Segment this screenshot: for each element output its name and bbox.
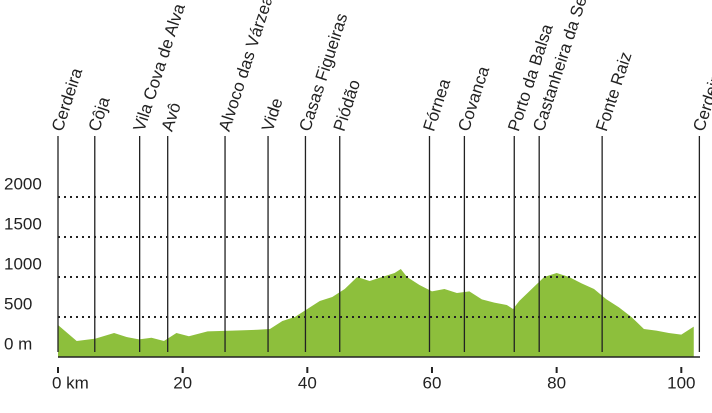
- x-tick-label: 0 km: [52, 373, 89, 392]
- place-label: Vide: [258, 96, 286, 134]
- y-tick-label: 1500: [4, 214, 42, 233]
- x-tick-label: 40: [298, 373, 317, 392]
- place-label: Cerdeira: [689, 65, 712, 133]
- x-tick-label: 100: [667, 373, 695, 392]
- place-label: Cerdeira: [48, 65, 86, 133]
- y-tick-label: 1000: [4, 254, 42, 273]
- place-label: Covanca: [454, 63, 493, 133]
- place-label: Avô: [158, 100, 185, 133]
- y-tick-label: 0 m: [4, 334, 32, 353]
- place-label: Fórnea: [419, 76, 454, 134]
- place-label: Côja: [85, 94, 114, 134]
- place-label: Fonte Raiz: [592, 50, 635, 134]
- x-tick-label: 80: [547, 373, 566, 392]
- x-tick-label: 20: [173, 373, 192, 392]
- y-tick-label: 2000: [4, 174, 42, 193]
- place-label: Piódão: [330, 77, 364, 133]
- x-tick-label: 60: [423, 373, 442, 392]
- y-tick-label: 500: [4, 294, 32, 313]
- elevation-area: [58, 269, 694, 357]
